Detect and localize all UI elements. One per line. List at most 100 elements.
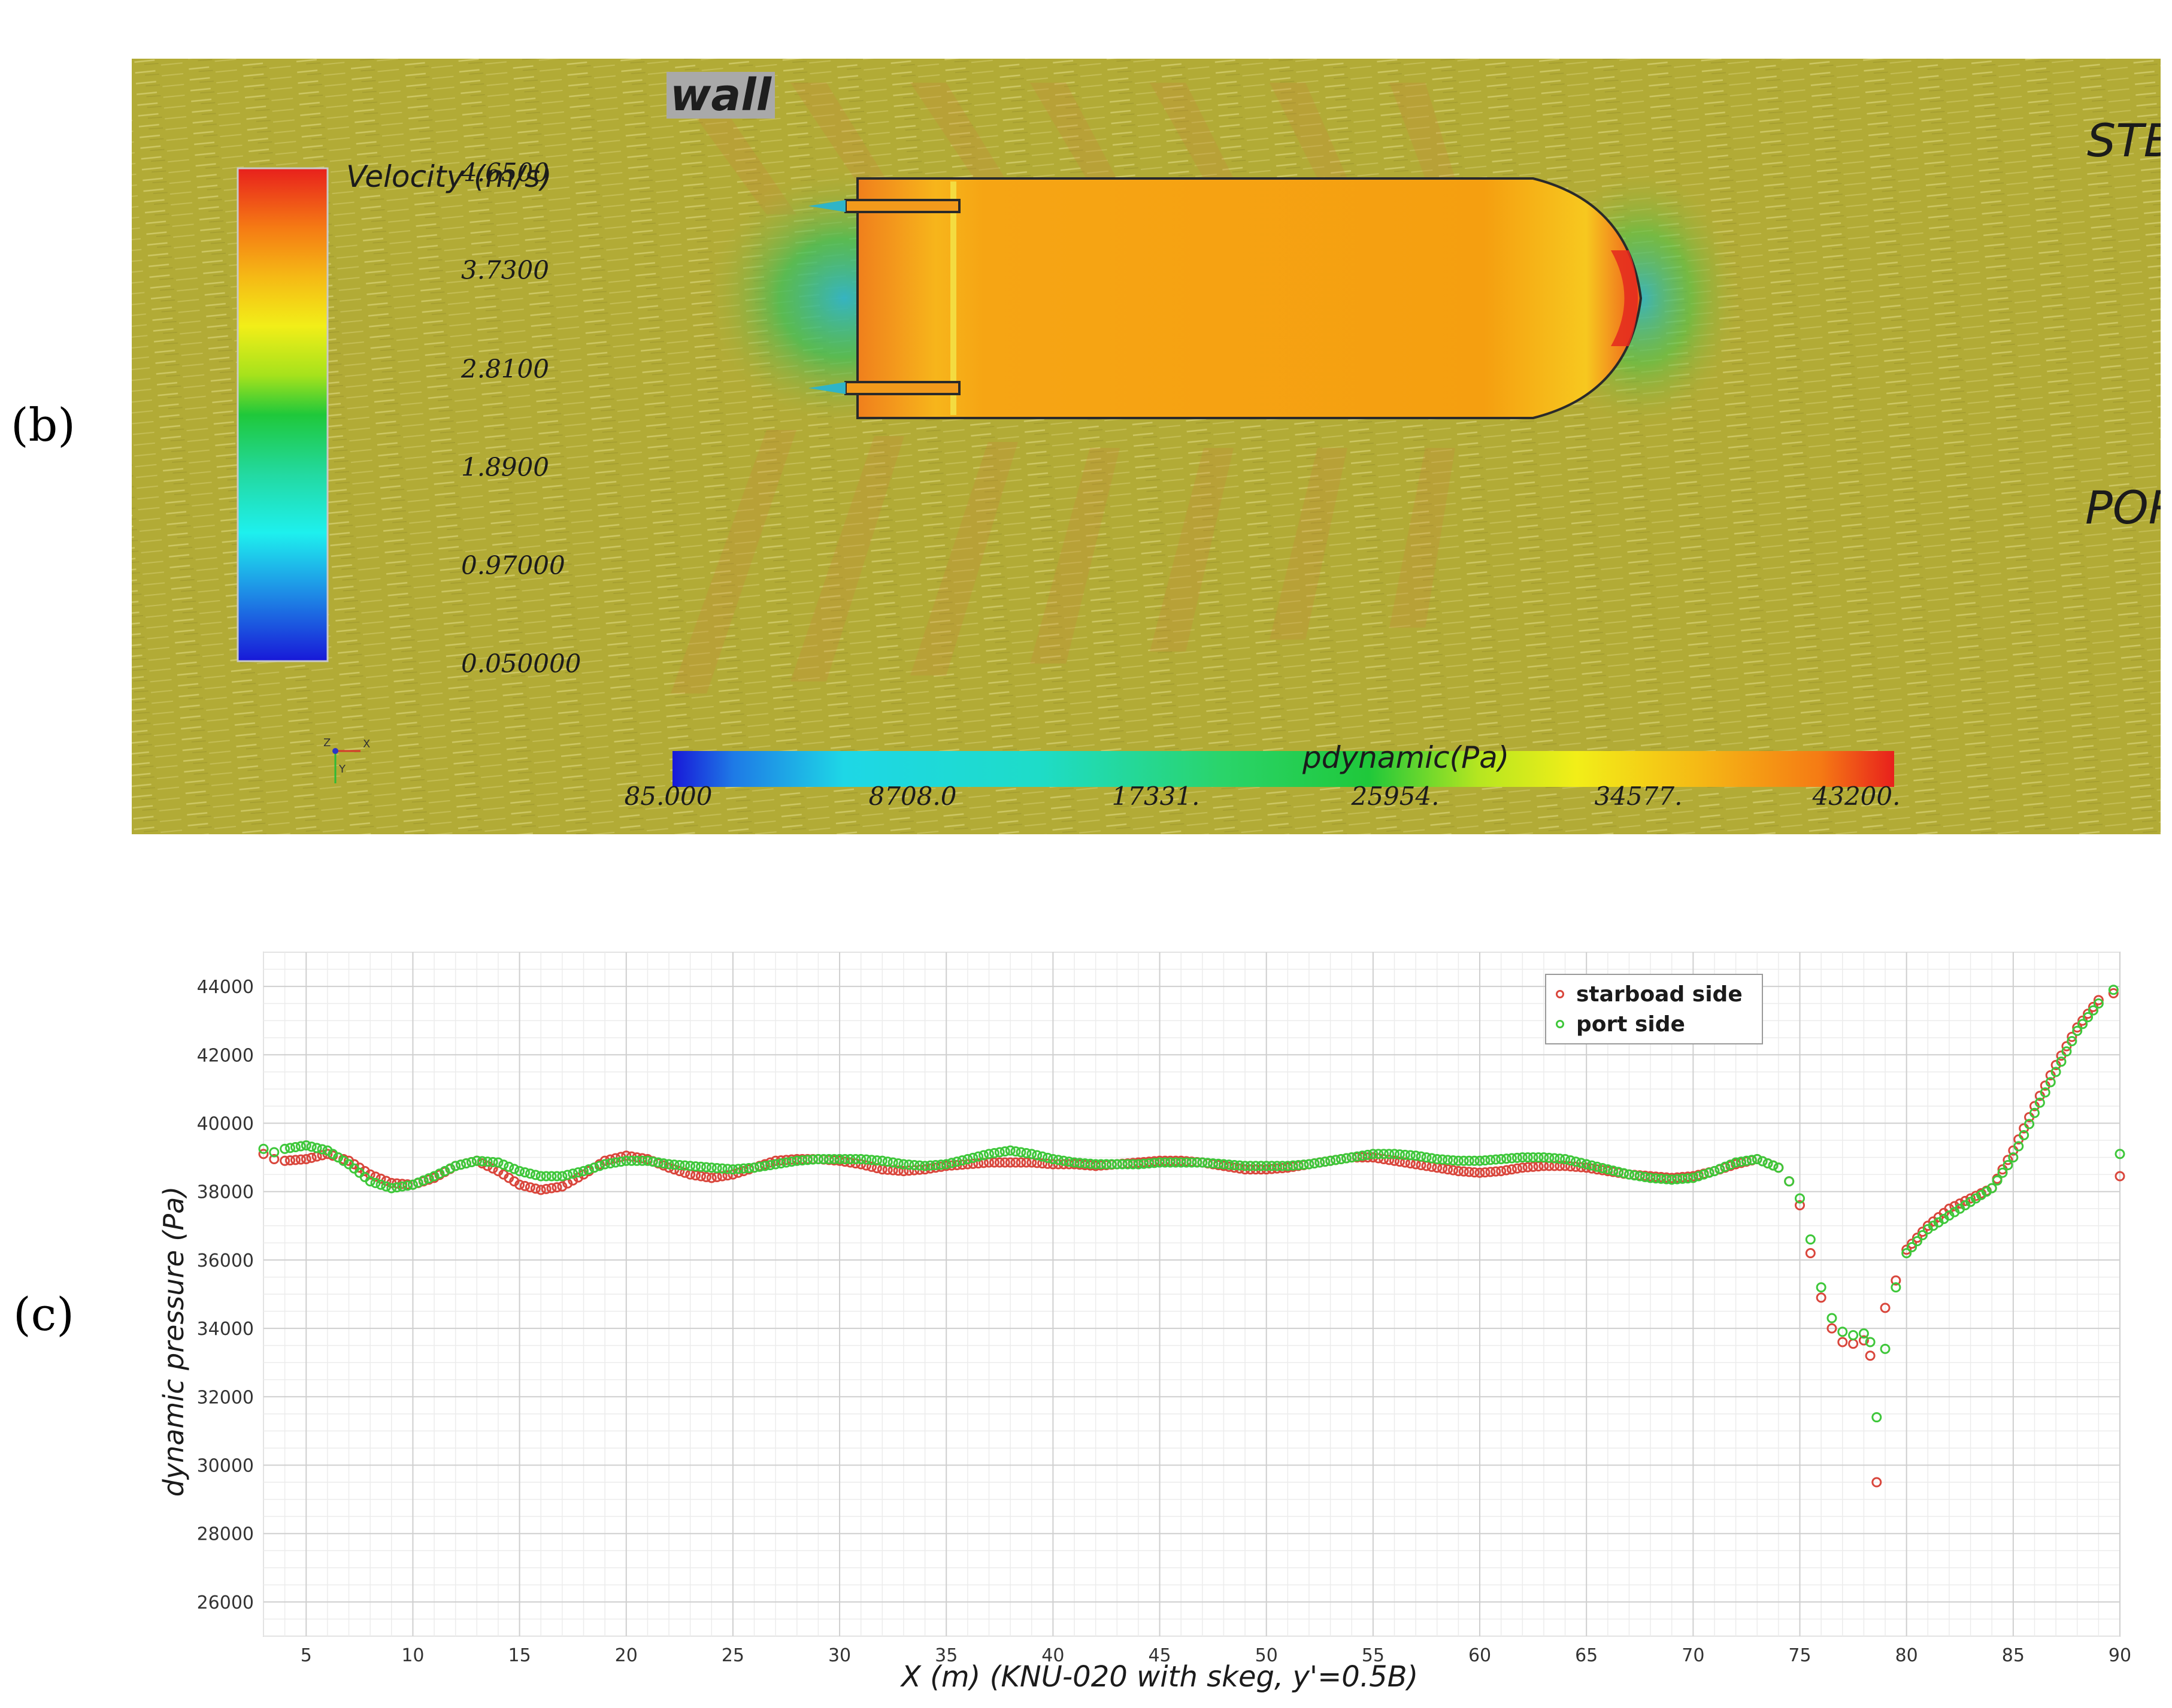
data-point: [664, 1159, 674, 1170]
data-point-interp: [1037, 1158, 1048, 1169]
data-point-interp: [1640, 1171, 1650, 1182]
data-point: [1826, 1313, 1837, 1324]
data-point-interp: [674, 1165, 685, 1176]
data-point-interp: [1042, 1152, 1053, 1163]
panel-label-c: (c): [13, 1288, 74, 1341]
data-point-interp: [797, 1155, 808, 1166]
data-point-interp: [1379, 1149, 1389, 1159]
data-point-interp: [1384, 1149, 1395, 1159]
data-point-interp: [498, 1159, 509, 1170]
data-point-interp: [1608, 1165, 1619, 1176]
data-point: [1865, 1350, 1876, 1361]
data-point-interp: [1597, 1162, 1608, 1173]
data-point: [1517, 1162, 1528, 1173]
data-point-interp: [1223, 1159, 1234, 1170]
data-point: [856, 1153, 867, 1164]
data-point: [2093, 995, 2104, 1006]
data-point-interp: [1165, 1157, 1176, 1168]
data-point-interp: [1032, 1150, 1043, 1161]
data-point-interp: [519, 1180, 530, 1191]
data-point-interp: [2019, 1129, 2029, 1140]
data-point: [792, 1155, 802, 1166]
data-point-interp: [909, 1159, 920, 1170]
data-point-interp: [1144, 1158, 1155, 1169]
data-point: [1218, 1159, 1229, 1170]
data-point-interp: [1693, 1171, 1704, 1182]
velocity-tick: 0.97000: [461, 550, 565, 580]
data-point: [1752, 1153, 1762, 1164]
data-point: [621, 1150, 632, 1161]
data-point-interp: [1720, 1161, 1731, 1172]
data-point: [386, 1183, 397, 1194]
data-point: [1090, 1159, 1101, 1170]
data-point-interp: [2045, 1077, 2056, 1088]
data-point: [1005, 1157, 1016, 1168]
velocity-tick: 1.8900: [461, 452, 549, 482]
data-point-interp: [541, 1183, 552, 1194]
x-tick-label: 5: [301, 1645, 312, 1666]
data-point-interp: [1656, 1173, 1667, 1184]
data-point-interp: [1555, 1161, 1565, 1171]
data-point: [269, 1153, 280, 1164]
data-point: [621, 1155, 632, 1166]
data-point-interp: [946, 1158, 957, 1168]
data-point-interp: [1912, 1232, 1922, 1243]
stbd-label: STBD: [2087, 114, 2161, 167]
data-point: [2108, 985, 2119, 995]
y-tick-label: 36000: [197, 1250, 254, 1271]
data-point: [1731, 1157, 1741, 1168]
data-point-interp: [1447, 1155, 1458, 1166]
data-point-interp: [1576, 1162, 1586, 1173]
data-point-interp: [1314, 1157, 1325, 1168]
data-point: [1389, 1155, 1400, 1166]
data-point-interp: [418, 1175, 429, 1186]
data-point-interp: [701, 1162, 711, 1173]
data-point: [1538, 1152, 1549, 1163]
data-point-interp: [610, 1157, 621, 1168]
y-tick-label: 30000: [197, 1456, 254, 1477]
data-point-interp: [1267, 1161, 1277, 1171]
data-point-interp: [845, 1153, 856, 1164]
data-point-interp: [979, 1150, 989, 1161]
data-point-interp: [589, 1162, 599, 1173]
data-point-interp: [968, 1152, 979, 1163]
data-point: [1848, 1330, 1859, 1341]
data-point-interp: [397, 1181, 408, 1192]
x-tick-label: 80: [1895, 1645, 1918, 1666]
data-point: [1986, 1183, 1997, 1194]
data-point: [557, 1171, 568, 1182]
data-point-interp: [1421, 1152, 1432, 1163]
data-point-interp: [1186, 1157, 1197, 1168]
data-point: [770, 1159, 781, 1170]
data-point-interp: [568, 1175, 578, 1186]
x-tick-label: 75: [1788, 1645, 1811, 1666]
data-point-interp: [1491, 1166, 1501, 1177]
data-point-interp: [1335, 1153, 1346, 1164]
data-point-interp: [1501, 1153, 1512, 1164]
data-point-interp: [733, 1164, 744, 1174]
data-point-interp: [1309, 1158, 1320, 1169]
data-point-interp: [1256, 1161, 1267, 1171]
data-point: [898, 1165, 909, 1176]
data-point-interp: [722, 1170, 733, 1181]
data-point: [599, 1155, 610, 1166]
data-point-interp: [1672, 1174, 1683, 1185]
data-point-interp: [680, 1167, 690, 1178]
velocity-legend-title: Velocity (m/s): [346, 159, 552, 194]
data-point: [1496, 1165, 1507, 1176]
data-point-interp: [861, 1154, 872, 1165]
data-point: [1453, 1155, 1464, 1166]
data-point-interp: [1213, 1158, 1224, 1169]
data-point: [1871, 1412, 1882, 1423]
x-tick-label: 10: [401, 1645, 424, 1666]
data-point-interp: [381, 1181, 392, 1192]
data-point-interp: [994, 1157, 1005, 1168]
data-point-interp: [1288, 1160, 1298, 1171]
data-point-interp: [306, 1152, 317, 1163]
velocity-colorbar: [237, 167, 329, 662]
data-point: [280, 1143, 290, 1154]
data-point-interp: [658, 1158, 669, 1169]
data-point-interp: [1511, 1152, 1522, 1163]
data-point: [1837, 1337, 1848, 1347]
data-point-interp: [2040, 1087, 2050, 1098]
